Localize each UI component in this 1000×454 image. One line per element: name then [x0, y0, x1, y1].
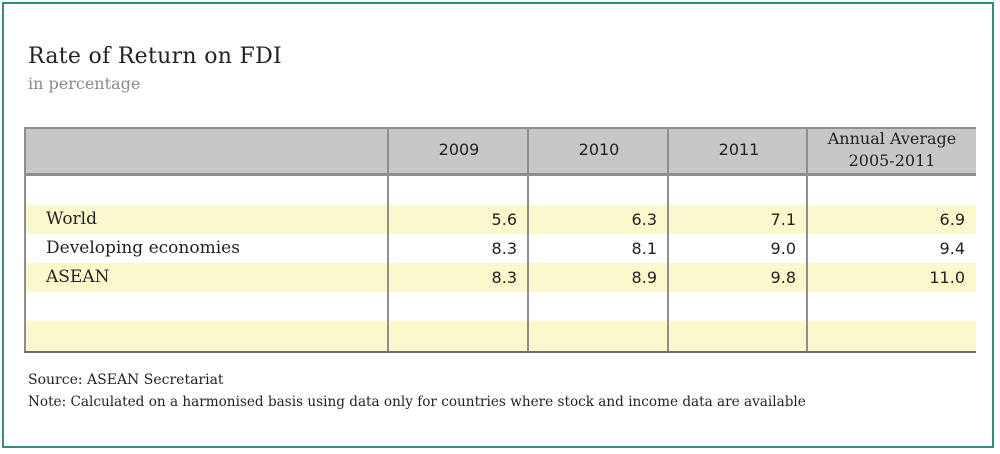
cell-value: 9.4	[939, 239, 965, 258]
cell-value: 11.0	[929, 268, 965, 287]
chart-subtitle: in percentage	[28, 74, 141, 93]
column-divider	[527, 127, 529, 353]
cell-value: 8.3	[491, 268, 517, 287]
cell-value: 6.9	[939, 210, 965, 229]
header-background	[24, 127, 808, 173]
column-header-2009: 2009	[438, 140, 480, 159]
column-header-line-1: Annual Average	[827, 129, 957, 148]
cell-value: 8.1	[631, 239, 657, 258]
spacer-row	[24, 321, 976, 351]
table-row	[24, 263, 976, 292]
chart-title: Rate of Return on FDI	[28, 44, 282, 69]
row-label-world: World	[46, 209, 97, 229]
cell-value: 7.1	[770, 210, 796, 229]
row-label-asean: ASEAN	[46, 267, 110, 287]
footnote: Note: Calculated on a harmonised basis u…	[28, 394, 806, 410]
spacer-row	[24, 176, 976, 205]
spacer-row	[24, 292, 976, 321]
data-table: 2009 2010 2011 Annual Average 2005-2011 …	[24, 127, 976, 353]
header-background-last	[807, 127, 976, 173]
cell-value: 9.0	[770, 239, 796, 258]
cell-value: 8.9	[631, 268, 657, 287]
table-row	[24, 234, 976, 263]
row-label-developing-economies: Developing economies	[46, 238, 240, 258]
column-header-line-2: 2005-2011	[848, 151, 936, 170]
cell-value: 8.3	[491, 239, 517, 258]
column-divider	[667, 127, 669, 353]
column-header-2011: 2011	[718, 140, 760, 159]
cell-value: 5.6	[491, 210, 517, 229]
source-note: Source: ASEAN Secretariat	[28, 372, 224, 388]
cell-value: 9.8	[770, 268, 796, 287]
table-row	[24, 205, 976, 234]
table-bottom-rule	[24, 351, 976, 353]
column-divider	[387, 127, 389, 353]
table-border-left	[24, 127, 26, 353]
column-header-2010: 2010	[578, 140, 620, 159]
cell-value: 6.3	[631, 210, 657, 229]
header-rule	[24, 173, 976, 176]
column-divider	[806, 127, 808, 353]
column-header-annual-average: Annual Average 2005-2011	[808, 127, 976, 173]
